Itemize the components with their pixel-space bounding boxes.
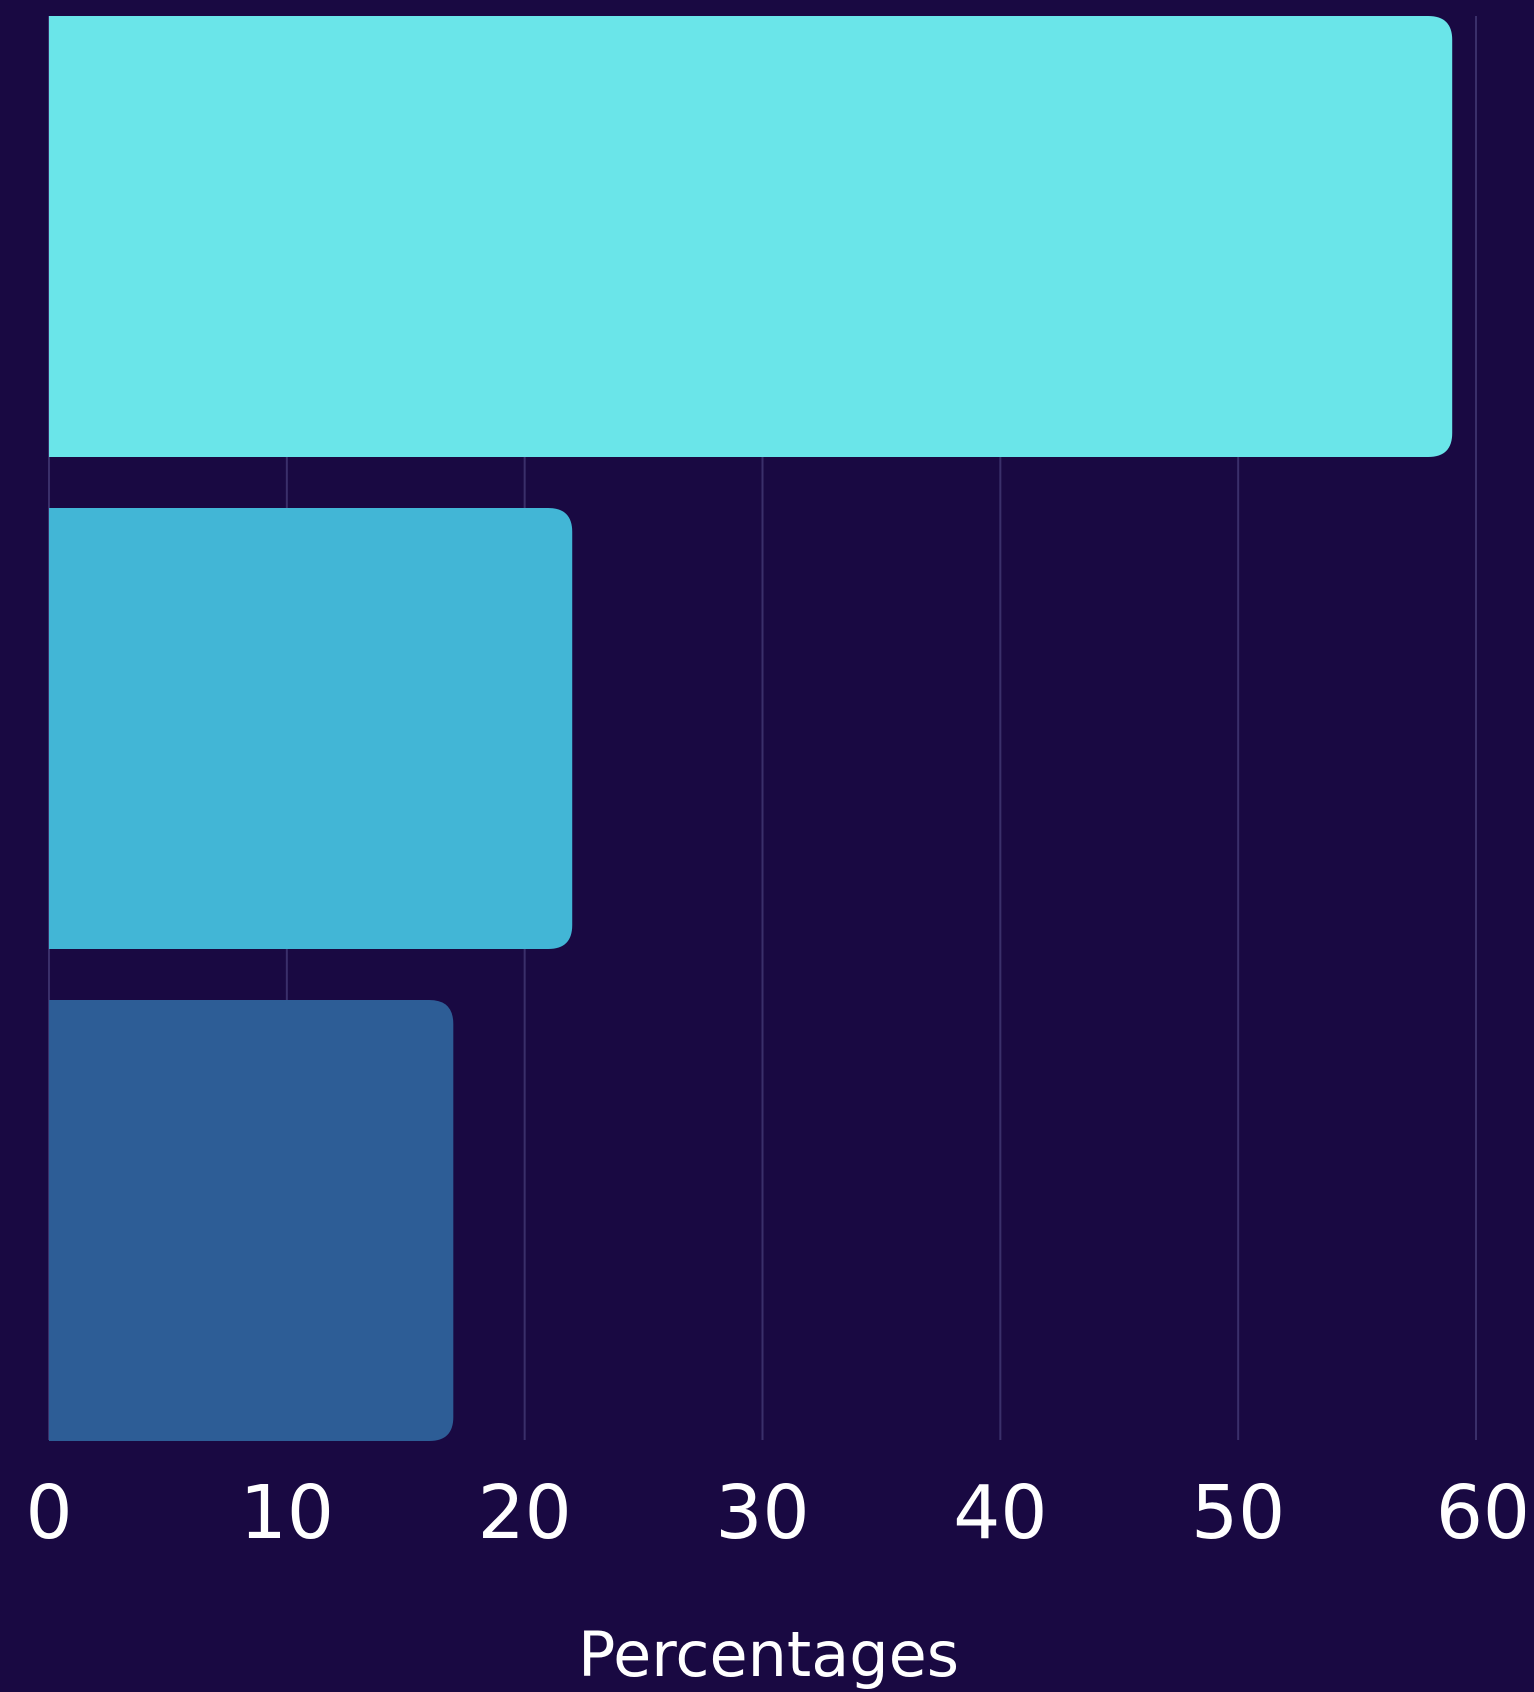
bar-3: [49, 1000, 454, 1441]
x-tick-label-40: 40: [953, 1470, 1047, 1556]
x-tick-label-10: 10: [240, 1470, 334, 1556]
x-tick-label-30: 30: [715, 1470, 809, 1556]
x-axis-title: Percentages: [578, 1618, 959, 1691]
x-tick-label-50: 50: [1191, 1470, 1285, 1556]
x-tick-label-20: 20: [478, 1470, 572, 1556]
x-axis-ticks: 0 10 20 30 40 50 60: [25, 1470, 1530, 1556]
x-tick-label-0: 0: [25, 1470, 72, 1556]
bar-1: [49, 16, 1453, 457]
bars: [49, 16, 1453, 1441]
x-tick-label-60: 60: [1436, 1470, 1530, 1556]
bar-2: [49, 508, 573, 949]
